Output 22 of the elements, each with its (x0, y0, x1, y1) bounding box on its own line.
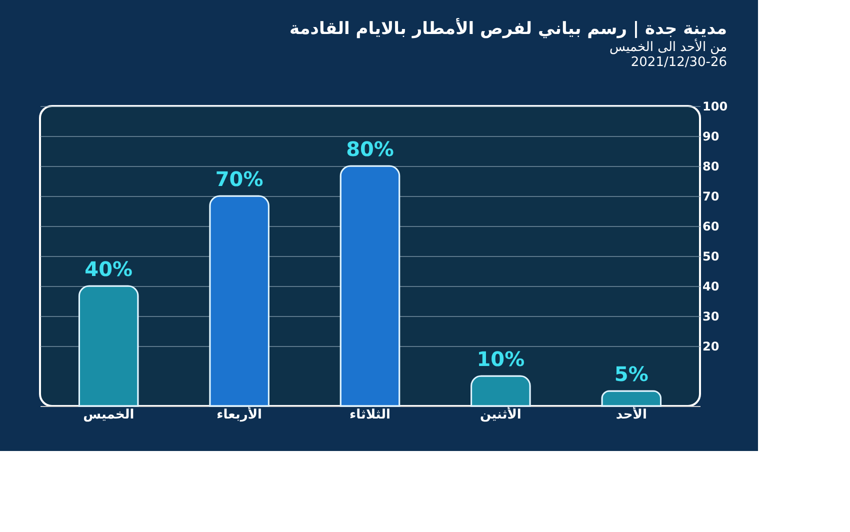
x-tick-label: الأثنين (480, 406, 522, 422)
y-tick-label: 80 (702, 160, 720, 174)
chart-title: مدينة جدة | رسم بياني لفرص الأمطار بالايام القادمة (289, 17, 728, 39)
data-label: 80% (346, 137, 394, 161)
y-tick-label: 70 (702, 190, 720, 204)
x-tick-label: الأربعاء (216, 406, 262, 422)
y-tick-label: 100 (702, 100, 728, 114)
y-tick-label: 40 (702, 280, 720, 294)
y-tick-label: 60 (702, 220, 720, 234)
x-tick-label: الثلاثاء (350, 408, 390, 422)
y-tick-label: 90 (702, 130, 720, 144)
data-label: 10% (476, 347, 525, 371)
y-tick-label: 30 (702, 310, 720, 324)
data-label: 70% (215, 167, 264, 191)
text: من الأحد الى الخميس (610, 40, 728, 55)
y-tick-label: 20 (702, 340, 720, 354)
data-label: 40% (84, 257, 133, 281)
x-tick-label: الخميس (83, 408, 134, 422)
x-tick-label: الأحد (616, 406, 647, 422)
y-tick-label: 50 (702, 250, 720, 264)
data-label: 5% (614, 362, 648, 386)
text: 2021/12/30-26 (630, 55, 728, 70)
